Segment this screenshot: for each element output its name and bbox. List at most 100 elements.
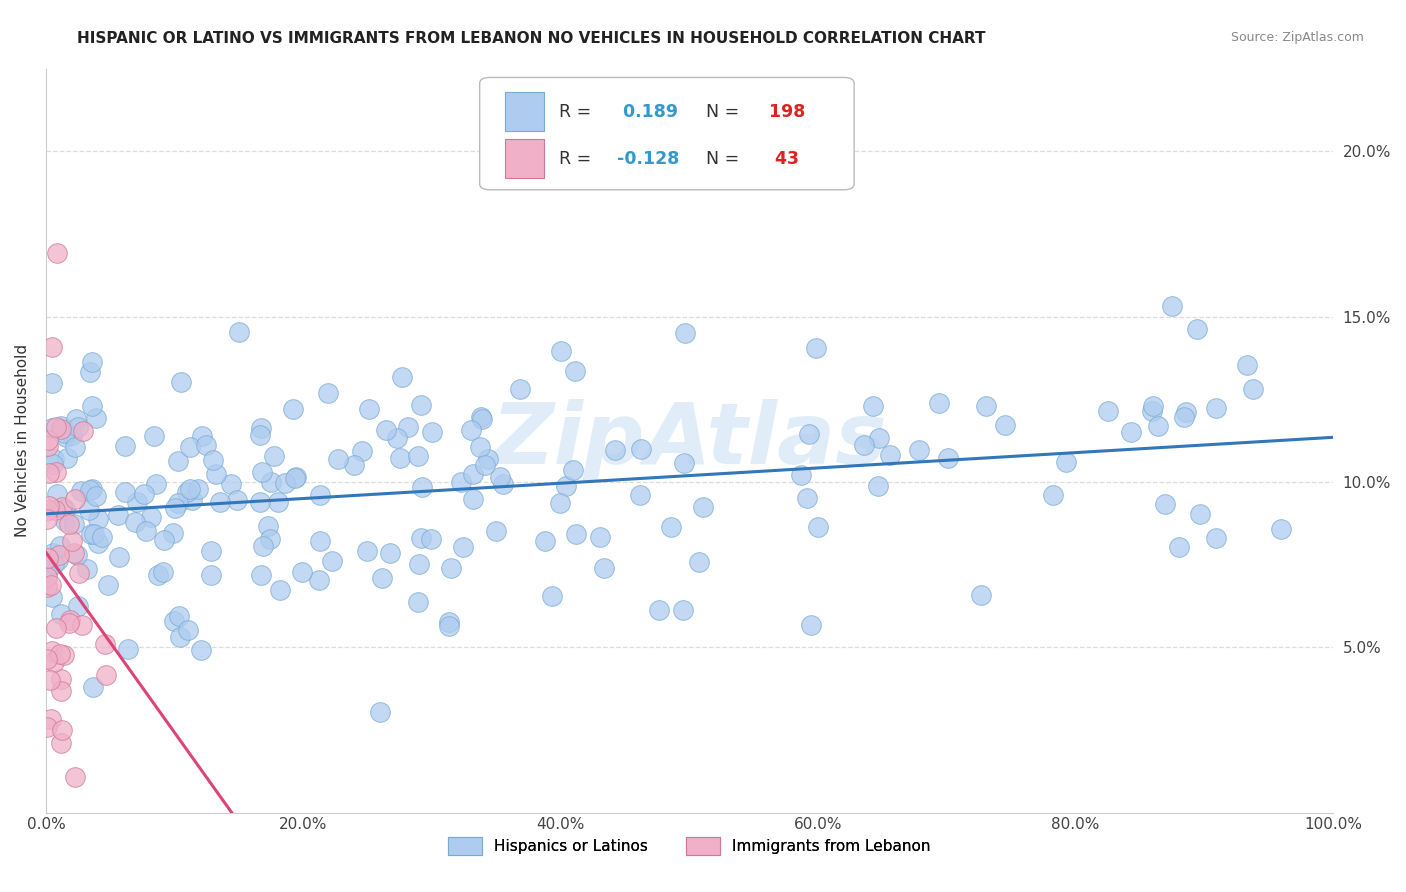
Point: [550, 343, 572, 358]
Point: [474, 458, 496, 472]
Point: [260, 475, 283, 490]
Point: [38, 499, 60, 513]
Point: [51, 607, 73, 621]
Legend: Hispanics or Latinos, Immigrants from Lebanon: Hispanics or Latinos, Immigrants from Le…: [443, 830, 936, 861]
Point: [65, 411, 87, 425]
Point: [1042, 488, 1064, 502]
Point: [406, 449, 429, 463]
Point: [46, 487, 69, 501]
FancyBboxPatch shape: [505, 139, 544, 178]
Point: [548, 496, 571, 510]
FancyBboxPatch shape: [479, 78, 855, 190]
Point: [471, 412, 494, 426]
Point: [269, 583, 291, 598]
Point: [63, 546, 86, 560]
Text: N =: N =: [695, 150, 744, 168]
Text: HISPANIC OR LATINO VS IMMIGRANTS FROM LEBANON NO VEHICLES IN HOUSEHOLD CORRELATI: HISPANIC OR LATINO VS IMMIGRANTS FROM LE…: [77, 31, 986, 46]
Point: [56, 450, 79, 465]
Point: [45, 419, 67, 434]
Point: [37, 566, 59, 580]
Point: [195, 438, 218, 452]
Point: [208, 495, 231, 509]
Point: [132, 487, 155, 501]
Point: [67, 419, 90, 434]
Text: Source: ZipAtlas.com: Source: ZipAtlas.com: [1230, 31, 1364, 45]
Point: [408, 557, 430, 571]
Point: [308, 573, 330, 587]
Point: [180, 493, 202, 508]
Text: 43: 43: [763, 150, 799, 168]
Point: [250, 465, 273, 479]
Point: [60, 427, 83, 442]
Point: [451, 540, 474, 554]
Point: [565, 526, 588, 541]
Point: [673, 326, 696, 341]
Point: [267, 495, 290, 509]
Point: [862, 399, 884, 413]
Point: [450, 475, 472, 490]
Point: [167, 454, 190, 468]
Point: [396, 419, 419, 434]
Point: [969, 589, 991, 603]
Point: [41, 546, 63, 560]
Point: [321, 553, 343, 567]
Point: [38, 466, 60, 480]
Point: [1205, 401, 1227, 416]
Point: [1187, 322, 1209, 336]
Point: [143, 429, 166, 443]
Point: [460, 423, 482, 437]
Point: [866, 479, 889, 493]
Point: [228, 325, 250, 339]
Point: [141, 510, 163, 524]
Point: [202, 453, 225, 467]
Point: [477, 451, 499, 466]
Point: [63, 491, 86, 506]
Point: [46, 245, 69, 260]
Point: [80, 526, 103, 541]
Point: [37, 580, 59, 594]
Point: [170, 375, 193, 389]
Point: [37, 440, 59, 454]
Point: [169, 630, 191, 644]
Point: [44, 503, 66, 517]
Point: [162, 525, 184, 540]
FancyBboxPatch shape: [505, 92, 544, 131]
Point: [59, 613, 82, 627]
Point: [437, 619, 460, 633]
Point: [249, 495, 271, 509]
Point: [166, 496, 188, 510]
Point: [49, 418, 72, 433]
Point: [176, 485, 198, 500]
Point: [70, 618, 93, 632]
Point: [37, 720, 59, 734]
Point: [41, 340, 63, 354]
Point: [67, 566, 90, 580]
Text: R =: R =: [560, 150, 598, 168]
Point: [1270, 523, 1292, 537]
Point: [440, 560, 463, 574]
Point: [94, 668, 117, 682]
Point: [42, 452, 65, 467]
Point: [72, 425, 94, 439]
Point: [630, 442, 652, 456]
Point: [692, 500, 714, 514]
Point: [190, 643, 212, 657]
Point: [66, 548, 89, 562]
Point: [285, 470, 308, 484]
Point: [167, 608, 190, 623]
Point: [274, 476, 297, 491]
Point: [387, 431, 409, 445]
Point: [1154, 497, 1177, 511]
Point: [219, 477, 242, 491]
Point: [145, 476, 167, 491]
Point: [409, 398, 432, 412]
Point: [375, 423, 398, 437]
Point: [509, 382, 531, 396]
Point: [796, 491, 818, 505]
Point: [541, 589, 564, 603]
Point: [461, 467, 484, 481]
Point: [107, 549, 129, 564]
Point: [58, 516, 80, 531]
Point: [994, 418, 1017, 433]
Point: [66, 599, 89, 613]
